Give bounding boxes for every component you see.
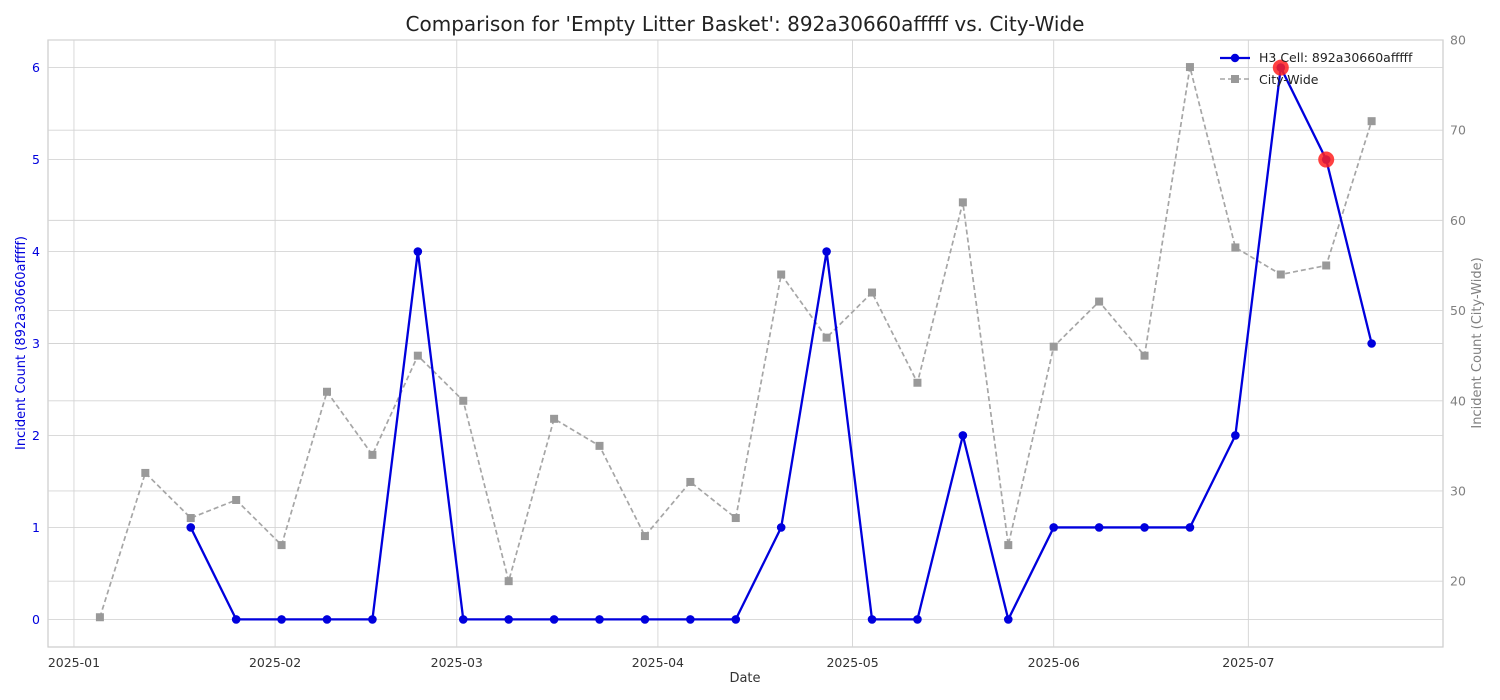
city-wide-point-14 <box>731 514 740 523</box>
highlight-point-0 <box>1272 59 1289 76</box>
cell-point-2 <box>277 615 286 624</box>
y-left-tick-6: 6 <box>32 60 40 75</box>
chart-title: Comparison for 'Empty Litter Basket': 89… <box>406 12 1085 36</box>
cell-point-22 <box>1185 523 1195 532</box>
y-left-tick-5: 5 <box>32 152 40 167</box>
legend: H3 Cell: 892a30660afffff City-Wide <box>1220 50 1413 87</box>
cell-point-23 <box>1231 431 1240 440</box>
grid-lines <box>48 39 1443 647</box>
cell-point-0 <box>186 523 196 532</box>
y-right-tick-3: 50 <box>1450 303 1466 318</box>
y-right-tick-4: 60 <box>1450 213 1466 228</box>
y-left-tick-3: 3 <box>32 336 40 351</box>
x-tick-6: 2025-07 <box>1222 655 1274 670</box>
x-axis-ticks: 2025-01 2025-02 2025-03 2025-04 2025-05 2025-… <box>48 655 1275 670</box>
y-right-tick-1: 30 <box>1450 483 1466 498</box>
city-wide-point-3 <box>232 495 241 504</box>
city-wide-point-10 <box>550 414 559 423</box>
legend-label-city: City-Wide <box>1259 72 1319 87</box>
city-wide-point-13 <box>686 477 695 486</box>
cell-point-21 <box>1140 523 1149 532</box>
x-tick-0: 2025-01 <box>48 655 100 670</box>
cell-point-10 <box>640 615 650 624</box>
city-wide-point-16 <box>822 333 831 342</box>
legend-entry-city: City-Wide <box>1220 72 1319 87</box>
y-left-tick-4: 4 <box>32 244 40 259</box>
city-wide-point-21 <box>1049 342 1058 351</box>
y-right-axis-label: Incident Count (City-Wide) <box>1470 257 1485 428</box>
city-wide-point-12 <box>640 532 649 541</box>
x-tick-3: 2025-04 <box>632 655 684 670</box>
y-left-axis-ticks: 0 1 2 3 4 5 6 <box>32 60 40 627</box>
city-wide-point-15 <box>777 270 786 279</box>
y-right-tick-6: 80 <box>1450 33 1466 48</box>
city-wide-point-26 <box>1276 270 1285 279</box>
cell-point-18 <box>1003 615 1013 624</box>
x-tick-2: 2025-03 <box>431 655 483 670</box>
city-wide-point-28 <box>1367 117 1376 126</box>
x-tick-5: 2025-06 <box>1028 655 1080 670</box>
y-right-tick-0: 20 <box>1450 574 1466 589</box>
y-left-tick-0: 0 <box>32 612 40 627</box>
y-right-tick-5: 70 <box>1450 123 1466 138</box>
cell-point-3 <box>322 615 332 624</box>
city-wide-point-4 <box>277 541 286 550</box>
cell-point-5 <box>413 247 423 256</box>
cell-point-12 <box>731 615 741 624</box>
cell-point-14 <box>822 247 831 256</box>
city-wide-point-23 <box>1140 351 1149 360</box>
city-wide-point-19 <box>958 198 967 207</box>
x-tick-1: 2025-02 <box>249 655 301 670</box>
city-wide-point-17 <box>868 288 877 297</box>
cell-point-19 <box>1049 523 1058 532</box>
cell-point-15 <box>867 615 877 624</box>
cell-point-7 <box>504 615 513 624</box>
cell-point-6 <box>458 615 468 624</box>
cell-point-26 <box>1367 339 1376 348</box>
legend-entry-cell: H3 Cell: 892a30660afffff <box>1220 50 1413 65</box>
city-wide-point-25 <box>1231 243 1240 252</box>
city-wide-point-24 <box>1185 63 1194 72</box>
city-wide-point-20 <box>1004 541 1013 550</box>
y-right-axis-ticks: 20 30 40 50 60 70 80 <box>1450 33 1466 589</box>
cell-point-13 <box>776 523 786 532</box>
cell-point-4 <box>368 615 377 624</box>
cell-point-16 <box>913 615 922 624</box>
city-wide-point-9 <box>504 577 513 586</box>
city-wide-point-1 <box>141 468 150 477</box>
y-right-tick-2: 40 <box>1450 393 1466 408</box>
city-wide-point-22 <box>1095 297 1104 306</box>
cell-point-17 <box>958 431 968 440</box>
y-left-tick-1: 1 <box>32 520 40 535</box>
highlight-point-1 <box>1318 151 1335 168</box>
x-axis-label: Date <box>729 671 760 686</box>
city-wide-point-18 <box>913 378 922 387</box>
city-wide-point-8 <box>459 396 468 405</box>
city-wide-point-5 <box>323 387 331 396</box>
city-wide-point-27 <box>1322 261 1331 270</box>
cell-point-20 <box>1094 523 1104 532</box>
x-tick-4: 2025-05 <box>826 655 878 670</box>
city-wide-point-11 <box>595 441 604 450</box>
city-wide-point-0 <box>95 613 104 622</box>
y-left-tick-2: 2 <box>32 428 40 443</box>
cell-point-9 <box>595 615 604 624</box>
series-layer <box>95 59 1376 624</box>
cell-point-1 <box>231 615 241 624</box>
city-wide-point-6 <box>368 450 377 459</box>
city-wide-point-7 <box>413 351 422 360</box>
cell-point-11 <box>686 615 695 624</box>
cell-point-8 <box>549 615 559 624</box>
y-left-axis-label: Incident Count (892a30660afffff) <box>14 236 29 450</box>
legend-label-cell: H3 Cell: 892a30660afffff <box>1259 50 1413 65</box>
city-wide-point-2 <box>186 514 195 523</box>
